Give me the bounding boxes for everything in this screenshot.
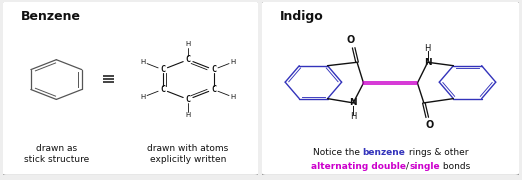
Text: H: H [140,94,146,100]
Text: Notice the: Notice the [313,148,363,157]
Text: H: H [350,112,357,121]
Text: C: C [211,85,216,94]
Text: Indigo: Indigo [280,10,324,23]
Text: O: O [426,120,434,130]
Text: O: O [347,35,355,45]
Text: H: H [185,41,191,48]
Text: H: H [185,112,191,118]
Text: C: C [160,85,165,94]
Text: N: N [349,98,357,107]
Text: alternating double: alternating double [311,162,406,171]
Text: rings & other: rings & other [406,148,468,157]
Text: drawn with atoms
explicitly written: drawn with atoms explicitly written [147,144,229,164]
Text: drawn as
stick structure: drawn as stick structure [23,144,89,164]
Text: H: H [424,44,431,53]
FancyBboxPatch shape [2,1,259,176]
Text: bonds: bonds [440,162,470,171]
Text: /: / [406,162,409,171]
Text: H: H [230,94,235,100]
FancyBboxPatch shape [261,1,520,176]
Text: C: C [185,55,191,64]
Text: N: N [424,58,432,67]
Text: single: single [409,162,440,171]
Text: C: C [185,95,191,104]
Text: C: C [211,65,216,74]
Text: C: C [160,65,165,74]
Text: benzene: benzene [363,148,406,157]
Text: Benzene: Benzene [20,10,80,23]
Text: H: H [230,59,235,65]
Text: H: H [140,59,146,65]
